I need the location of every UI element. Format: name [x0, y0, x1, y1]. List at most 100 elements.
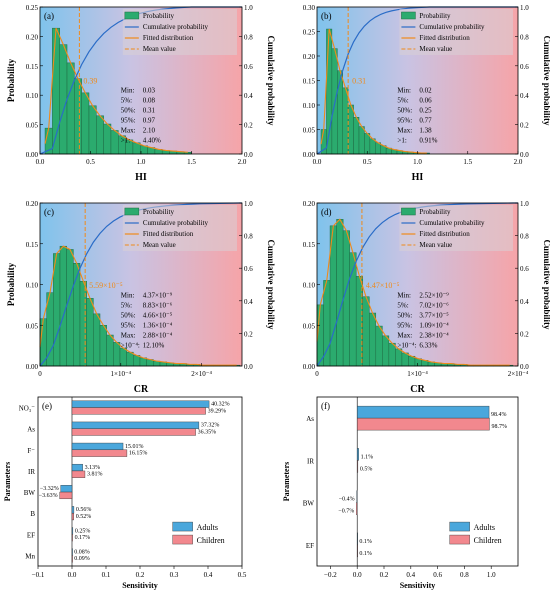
stat-label: >1:	[121, 136, 130, 144]
stat-label: 50%:	[397, 312, 412, 320]
histogram-bar	[375, 142, 381, 155]
stat-value: 4.66×10⁻⁵	[143, 312, 173, 320]
y-tick-label: 0.10	[26, 92, 39, 100]
legend-label-mean: Mean value	[419, 241, 452, 249]
stat-value: 0.31	[143, 106, 156, 114]
sensitivity-bar-children	[71, 407, 206, 415]
legend-label-mean: Mean value	[419, 45, 452, 53]
stat-label: 95%:	[121, 116, 136, 124]
y2-tick-label: 0.0	[520, 151, 529, 159]
legend-label-cumulative: Cumulative probability	[143, 219, 209, 227]
legend-label-mean: Mean value	[143, 45, 176, 53]
histogram-bar	[408, 355, 416, 367]
x-tick-label: 0	[315, 370, 319, 378]
stat-value: 0.25	[419, 106, 432, 114]
category-label: Mn	[25, 552, 35, 560]
sensitivity-value-label: 15.01%	[125, 444, 144, 450]
stat-value: 0.03	[143, 86, 156, 94]
fitted-distribution-line	[44, 27, 188, 153]
x-tick-label: 0.2	[136, 571, 145, 579]
stat-label: Max:	[121, 126, 136, 134]
category-label: EF	[27, 531, 35, 539]
histogram-bar	[99, 325, 107, 367]
histogram-bar	[388, 342, 396, 367]
stat-value: 2.52×10⁻⁹	[419, 292, 449, 300]
y-tick-label: 0.30	[303, 4, 316, 12]
sensitivity-bar-adults	[356, 490, 358, 503]
legend-label-fitted: Fitted distribution	[143, 230, 194, 238]
x-tick-label: 2×10⁻⁴	[191, 370, 212, 378]
x-axis-title: Sensitivity	[400, 581, 436, 590]
sensitivity-value-label: 0.52%	[76, 514, 92, 520]
legend-label-mean: Mean value	[143, 241, 176, 249]
histogram-bar	[369, 312, 377, 367]
x-tick-label: 1.0	[137, 158, 146, 166]
legend-swatch-probability	[401, 11, 416, 20]
histogram-bar	[106, 334, 114, 367]
sensitivity-bar-adults	[71, 548, 73, 556]
stat-value: 2.88×10⁻⁴	[143, 332, 173, 340]
y-tick-label: 0.25	[303, 29, 316, 37]
legend-swatch-probability	[124, 11, 140, 20]
y2-tick-label: 1.0	[520, 200, 529, 208]
x-tick-label: 0.0	[36, 158, 45, 166]
legend-box	[122, 205, 237, 251]
histogram-bar	[336, 219, 344, 367]
mean-value-label: 5.59×10⁻⁵	[89, 281, 123, 290]
sensitivity-bar-adults	[357, 405, 490, 419]
stat-value: 0.97	[143, 116, 156, 124]
histogram-bar	[113, 342, 121, 367]
stat-label: 95%:	[397, 116, 412, 124]
sensitivity-bar-adults	[71, 421, 200, 429]
x-tick-label: 2.0	[238, 158, 247, 166]
sensitivity-value-label: 0.1%	[359, 551, 372, 557]
y2-axis-title: Cumulative probability	[266, 239, 276, 330]
y2-tick-label: 0.8	[244, 233, 253, 241]
y2-tick-label: 0.6	[244, 63, 253, 71]
histogram-bar	[395, 348, 403, 367]
stat-value: 2.38×10⁻⁴	[419, 332, 449, 340]
histogram-bar	[375, 325, 383, 367]
sensitivity-value-label: 0.1%	[359, 539, 372, 545]
histogram-bar	[382, 335, 390, 367]
sensitivity-bar-children	[71, 449, 128, 457]
stat-value: 0.02	[419, 86, 432, 94]
histogram-bar	[59, 245, 67, 367]
sensitivity-bar-children	[357, 544, 359, 558]
sensitivity-value-label: 98.7%	[491, 424, 507, 430]
y-axis-title: Parameters	[282, 462, 291, 502]
legend-label-fitted: Fitted distribution	[143, 34, 194, 42]
stat-value: 0.08	[143, 96, 156, 104]
panel-label: (f)	[321, 401, 330, 411]
sensitivity-value-label: 1.1%	[361, 454, 374, 460]
x-tick-label: 0.2	[380, 571, 389, 579]
sensitivity-bar-adults	[71, 506, 75, 514]
y-tick-label: 0.10	[303, 102, 316, 110]
histogram-bar	[369, 138, 376, 155]
stat-label: Min:	[397, 86, 411, 94]
x-tick-label: 0.5	[363, 158, 372, 166]
legend-swatch-adults	[449, 521, 470, 532]
stat-value: 0.06	[419, 96, 432, 104]
stat-value: 3.77×10⁻⁵	[419, 312, 449, 320]
x-tick-label: 0.8	[460, 571, 469, 579]
y-tick-label: 0.00	[26, 363, 39, 371]
sensitivity-bar-adults	[71, 400, 210, 408]
x-tick-label: 2.0	[514, 158, 523, 166]
x-tick-label: 0.5	[238, 571, 247, 579]
stat-label: >1:	[397, 136, 406, 144]
panel-label: (c)	[44, 207, 54, 217]
x-tick-label: 0.5	[86, 158, 95, 166]
stat-value: 1.38	[419, 126, 432, 134]
category-label: IR	[307, 457, 314, 465]
x-tick-label: 0.4	[204, 571, 213, 579]
panel-label: (e)	[42, 401, 52, 411]
histogram-bar	[59, 44, 68, 155]
legend-box	[122, 9, 237, 55]
legend-label-probability: Probability	[143, 12, 175, 20]
stat-value: 1.09×10⁻⁴	[419, 322, 449, 330]
histogram-bar	[337, 70, 343, 155]
x-tick-label: 1.0	[413, 158, 422, 166]
y-tick-label: 0.15	[26, 63, 39, 71]
